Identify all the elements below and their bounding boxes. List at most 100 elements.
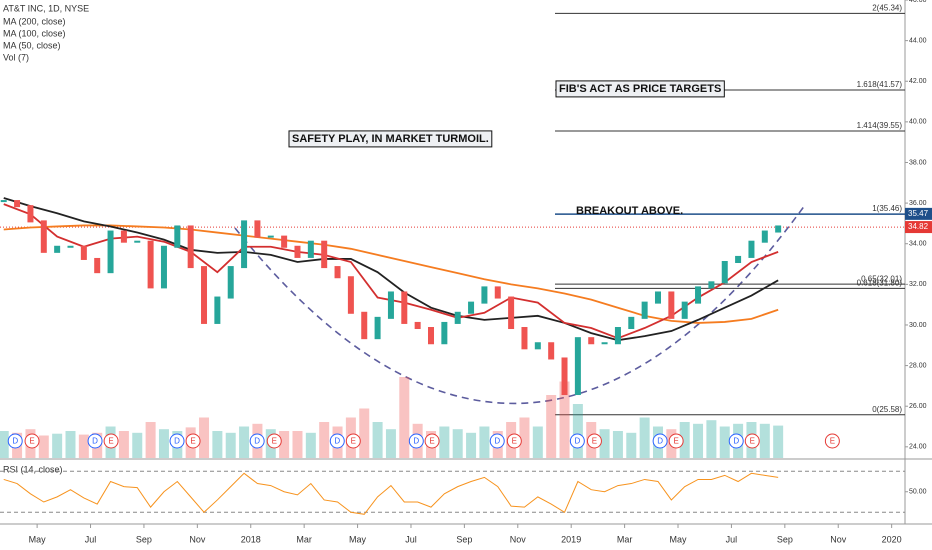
event-label: E bbox=[429, 437, 434, 446]
candle bbox=[134, 240, 141, 243]
event-label: E bbox=[750, 437, 755, 446]
event-marker bbox=[424, 433, 440, 449]
cup-arc bbox=[234, 204, 806, 405]
event-marker bbox=[506, 433, 522, 449]
event-marker bbox=[24, 433, 40, 449]
x-tick-label: 2018 bbox=[241, 534, 261, 544]
candle bbox=[588, 337, 595, 345]
candle bbox=[254, 220, 261, 238]
candle bbox=[428, 327, 435, 345]
candle bbox=[628, 316, 635, 330]
volume-bar bbox=[319, 422, 330, 458]
event-label: E bbox=[830, 437, 835, 446]
candle bbox=[321, 240, 328, 269]
volume-bar bbox=[559, 381, 570, 458]
annotation-box bbox=[288, 130, 493, 148]
candle bbox=[214, 296, 221, 324]
x-tick-label: Nov bbox=[189, 534, 206, 544]
volume-bar bbox=[118, 431, 129, 458]
candle bbox=[347, 276, 354, 314]
volume-bar bbox=[546, 395, 557, 458]
candle bbox=[454, 311, 461, 324]
candle bbox=[695, 286, 702, 304]
volume-bar bbox=[385, 429, 396, 458]
event-label: D bbox=[494, 437, 500, 446]
candle bbox=[441, 321, 448, 345]
candle bbox=[748, 240, 755, 258]
volume-bar bbox=[279, 431, 290, 458]
candle bbox=[374, 316, 381, 340]
volume-bar bbox=[466, 432, 477, 458]
y-tick-label: 46.00 bbox=[909, 0, 927, 4]
volume-bar bbox=[599, 429, 610, 458]
volume-bar bbox=[572, 404, 583, 458]
y-tick-label: 32.00 bbox=[909, 281, 927, 288]
event-label: E bbox=[108, 437, 113, 446]
event-marker bbox=[728, 433, 744, 449]
volume-bar bbox=[145, 422, 156, 458]
y-tick-label: 42.00 bbox=[909, 78, 927, 85]
candle bbox=[494, 286, 501, 299]
volume-bar bbox=[706, 420, 717, 458]
candle bbox=[201, 266, 208, 324]
candle bbox=[721, 261, 728, 284]
indicator-label: MA (50, close) bbox=[3, 40, 61, 50]
candle bbox=[508, 296, 515, 330]
x-tick-label: Jul bbox=[405, 534, 417, 544]
candle bbox=[27, 205, 34, 223]
x-tick-label: Nov bbox=[510, 534, 527, 544]
candle bbox=[481, 286, 488, 304]
event-label: D bbox=[574, 437, 580, 446]
event-label: E bbox=[351, 437, 356, 446]
candle bbox=[401, 291, 408, 324]
volume-bar bbox=[38, 435, 49, 458]
event-marker bbox=[169, 433, 185, 449]
y-tick-label: 24.00 bbox=[909, 444, 927, 451]
x-tick-label: 2019 bbox=[561, 534, 581, 544]
price-tag bbox=[905, 221, 932, 234]
moving-average bbox=[3, 197, 779, 342]
candle bbox=[654, 291, 661, 304]
volume-bar bbox=[225, 432, 236, 458]
rsi-label: RSI (14, close) bbox=[3, 464, 63, 474]
volume-bar bbox=[679, 422, 690, 458]
fib-label: 0.618(31.80) bbox=[857, 279, 903, 288]
event-label: D bbox=[657, 437, 663, 446]
y-tick-label: 26.00 bbox=[909, 403, 927, 410]
event-marker bbox=[668, 433, 684, 449]
event-label: D bbox=[92, 437, 98, 446]
indicator-label: Vol (7) bbox=[3, 52, 29, 62]
candle bbox=[267, 235, 274, 238]
event-label: E bbox=[592, 437, 597, 446]
x-tick-label: Sep bbox=[136, 534, 152, 544]
volume-bar bbox=[212, 431, 223, 458]
volume-bar bbox=[519, 417, 530, 458]
volume-bar bbox=[399, 377, 410, 458]
event-label: E bbox=[512, 437, 517, 446]
x-tick-label: Jul bbox=[726, 534, 738, 544]
candle bbox=[775, 225, 782, 233]
y-tick-label: 28.00 bbox=[909, 362, 927, 369]
candle bbox=[14, 200, 21, 208]
candle bbox=[548, 342, 555, 360]
event-label: D bbox=[334, 437, 340, 446]
candle bbox=[294, 245, 301, 258]
annotation: SAFETY PLAY, IN MARKET TURMOIL. bbox=[292, 133, 489, 145]
x-tick-label: Sep bbox=[456, 534, 472, 544]
chart-title: AT&T INC, 1D, NYSE bbox=[3, 3, 89, 13]
volume-bar bbox=[78, 434, 89, 458]
event-label: D bbox=[733, 437, 739, 446]
volume-bar bbox=[292, 431, 303, 458]
candle bbox=[761, 230, 768, 243]
event-marker bbox=[266, 433, 282, 449]
candle bbox=[334, 266, 341, 279]
y-tick-label: 44.00 bbox=[909, 37, 927, 44]
candle bbox=[174, 225, 181, 248]
candle bbox=[561, 357, 568, 396]
volume-bar bbox=[479, 426, 490, 458]
fib-label: 1.618(41.57) bbox=[857, 80, 903, 89]
rsi-tick-label: 50.00 bbox=[909, 489, 927, 496]
candle bbox=[94, 257, 101, 274]
x-tick-label: Nov bbox=[830, 534, 847, 544]
